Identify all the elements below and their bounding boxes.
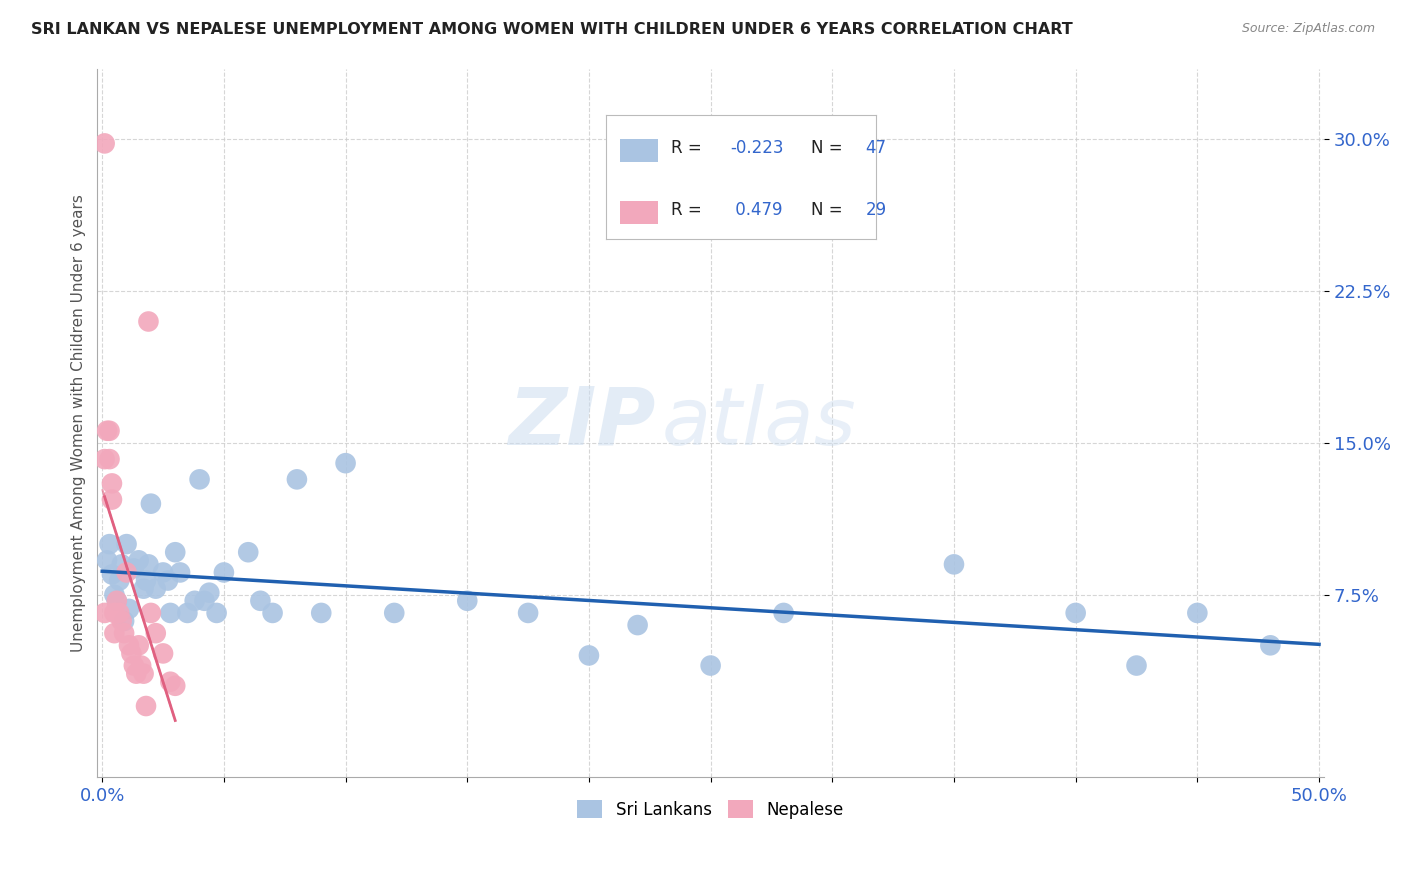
Point <box>626 618 648 632</box>
Point <box>135 699 157 714</box>
Point <box>156 574 179 588</box>
Point <box>138 558 160 572</box>
Point <box>103 606 125 620</box>
Point <box>122 561 145 575</box>
Point <box>96 424 118 438</box>
Point <box>176 606 198 620</box>
Point <box>456 594 478 608</box>
Point <box>98 452 121 467</box>
Point <box>112 614 135 628</box>
Point <box>135 574 157 588</box>
Point <box>103 588 125 602</box>
Point <box>98 424 121 438</box>
Point <box>335 456 357 470</box>
Point <box>120 647 142 661</box>
Point <box>152 566 174 580</box>
Text: ZIP: ZIP <box>508 384 655 462</box>
Point <box>943 558 966 572</box>
Point <box>101 492 124 507</box>
Point <box>103 626 125 640</box>
Point <box>205 606 228 620</box>
Point <box>212 566 235 580</box>
Point <box>145 626 167 640</box>
Point <box>93 606 115 620</box>
Point <box>118 638 141 652</box>
Point <box>132 582 155 596</box>
Point <box>699 658 721 673</box>
Text: atlas: atlas <box>662 384 856 462</box>
Point <box>1260 638 1282 652</box>
Point <box>238 545 260 559</box>
Point <box>1187 606 1209 620</box>
Point <box>382 606 405 620</box>
Point <box>165 679 187 693</box>
Text: Source: ZipAtlas.com: Source: ZipAtlas.com <box>1241 22 1375 36</box>
Point <box>115 566 138 580</box>
Point <box>108 606 131 620</box>
Point <box>159 606 181 620</box>
Point <box>118 602 141 616</box>
Point <box>138 314 160 328</box>
Point <box>101 476 124 491</box>
Point <box>1064 606 1087 620</box>
Point <box>159 674 181 689</box>
Point <box>188 472 211 486</box>
Point <box>129 658 152 673</box>
Point <box>98 537 121 551</box>
Point <box>165 545 187 559</box>
Point <box>198 585 221 599</box>
Point <box>262 606 284 620</box>
Point <box>105 594 128 608</box>
Point <box>309 606 332 620</box>
Point <box>105 594 128 608</box>
Point <box>145 582 167 596</box>
Point <box>139 497 162 511</box>
Point <box>1125 658 1147 673</box>
Point <box>128 553 150 567</box>
Point <box>132 666 155 681</box>
Point <box>152 647 174 661</box>
Point <box>125 666 148 681</box>
Point <box>111 558 134 572</box>
Point <box>128 638 150 652</box>
Point <box>108 574 131 588</box>
Text: SRI LANKAN VS NEPALESE UNEMPLOYMENT AMONG WOMEN WITH CHILDREN UNDER 6 YEARS CORR: SRI LANKAN VS NEPALESE UNEMPLOYMENT AMON… <box>31 22 1073 37</box>
Point <box>122 658 145 673</box>
Point <box>115 537 138 551</box>
Point <box>183 594 205 608</box>
Y-axis label: Unemployment Among Women with Children Under 6 years: Unemployment Among Women with Children U… <box>72 194 86 652</box>
Point <box>112 626 135 640</box>
Point <box>193 594 215 608</box>
Point <box>285 472 308 486</box>
Point <box>96 553 118 567</box>
Point <box>517 606 540 620</box>
Point <box>93 452 115 467</box>
Point <box>169 566 191 580</box>
Point <box>139 606 162 620</box>
Point <box>111 614 134 628</box>
Point <box>93 136 115 151</box>
Point <box>772 606 794 620</box>
Point <box>578 648 600 663</box>
Point <box>101 567 124 582</box>
Point <box>249 594 271 608</box>
Legend: Sri Lankans, Nepalese: Sri Lankans, Nepalese <box>571 793 851 825</box>
